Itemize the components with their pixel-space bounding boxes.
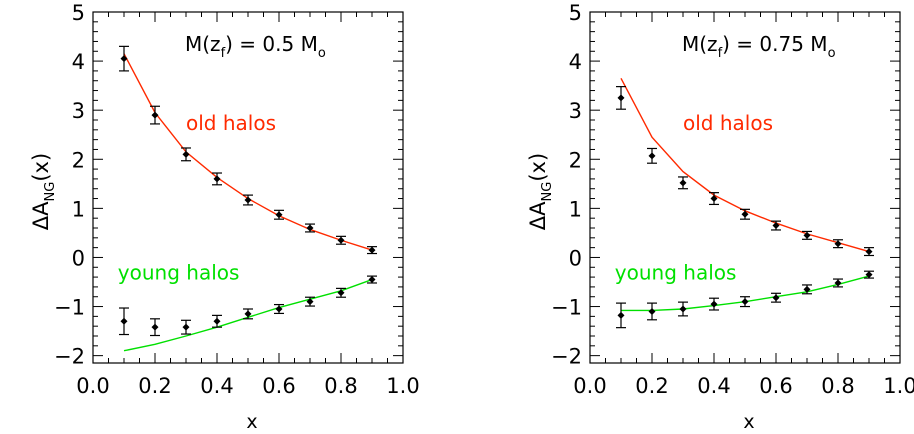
data-point (679, 179, 687, 187)
mass-annotation-part-0: M(z (682, 32, 718, 56)
y-axis-label-sub: NG (43, 182, 58, 202)
mass-annotation-part-2: ) = 0.75 M (722, 32, 827, 56)
x-tick-label: 0.8 (821, 374, 854, 398)
y-tick-label: 0 (569, 246, 582, 270)
y-axis-label-tail: (x) (29, 153, 53, 182)
old-halos-curve (123, 53, 373, 251)
data-point (803, 231, 811, 239)
x-tick-label: 1.0 (386, 374, 419, 398)
mass-annotation: M(zf) = 0.5 Mo (185, 32, 326, 61)
y-tick-label: 2 (569, 148, 582, 172)
data-point (213, 175, 221, 183)
y-tick-label: 4 (72, 50, 85, 74)
data-point (337, 289, 345, 297)
data-point (865, 248, 873, 256)
mass-annotation-part-0: M(z (185, 32, 221, 56)
y-tick-label: 5 (72, 1, 85, 25)
mass-annotation-part-1: f (718, 46, 723, 61)
data-point (741, 298, 749, 306)
x-tick-label: 0.4 (697, 374, 730, 398)
x-tick-label: 0.0 (573, 374, 606, 398)
data-point (803, 285, 811, 293)
data-point (368, 246, 376, 254)
data-point (834, 240, 842, 248)
y-tick-label: −2 (551, 345, 582, 369)
x-tick-label: 0.6 (759, 374, 792, 398)
y-tick-label: 3 (72, 99, 85, 123)
x-tick-label: 0.4 (200, 374, 233, 398)
data-point (244, 196, 252, 204)
y-axis-label-base: ΔA (29, 201, 53, 230)
young-halos-label: young halos (118, 261, 240, 285)
data-point (710, 195, 718, 203)
x-tick-label: 1.0 (883, 374, 914, 398)
data-point (151, 323, 159, 331)
data-point (151, 111, 159, 119)
data-point (182, 323, 190, 331)
y-tick-label: 5 (569, 1, 582, 25)
data-point (648, 307, 656, 315)
mass-annotation-part-1: f (221, 46, 226, 61)
data-point (306, 224, 314, 232)
data-point (617, 311, 625, 319)
data-point (306, 298, 314, 306)
y-axis-label: ΔANG(x) (526, 153, 555, 230)
old-halos-curve (620, 77, 870, 253)
x-tick-label: 0.8 (324, 374, 357, 398)
y-axis-label-sub: NG (540, 182, 555, 202)
data-point (275, 211, 283, 219)
data-point (213, 317, 221, 325)
data-point (679, 305, 687, 313)
y-tick-label: 1 (569, 197, 582, 221)
mass-annotation-part-3: o (828, 46, 836, 61)
data-point (741, 210, 749, 218)
data-point (865, 271, 873, 279)
x-tick-label: 0.0 (76, 374, 109, 398)
young-halos-label: young halos (615, 261, 737, 285)
old-halos-label: old halos (186, 111, 276, 135)
y-axis-label-tail: (x) (526, 153, 550, 182)
mass-annotation-part-3: o (318, 46, 326, 61)
y-tick-label: 3 (569, 99, 582, 123)
data-point (244, 310, 252, 318)
y-tick-label: 4 (569, 50, 582, 74)
data-point (772, 222, 780, 230)
y-tick-label: 2 (72, 148, 85, 172)
mass-annotation: M(zf) = 0.75 Mo (682, 32, 836, 61)
y-tick-label: 0 (72, 246, 85, 270)
data-point (120, 317, 128, 325)
data-point (337, 236, 345, 244)
data-point (617, 94, 625, 102)
old-halos-label: old halos (683, 111, 773, 135)
left-panel: 0.0 0.2 0.4 0.6 0.8 1.0 −2 −1 0 1 2 3 4 5 x ΔANG(x) M(zf… (29, 1, 420, 433)
x-tick-label: 0.2 (138, 374, 171, 398)
right-panel: 0.0 0.2 0.4 0.6 0.8 1.0 −2 −1 0 1 2 3 4 5 x ΔANG(x) M(zf… (526, 1, 914, 433)
data-point (834, 279, 842, 287)
y-tick-label: 1 (72, 197, 85, 221)
data-point (710, 300, 718, 308)
data-point (648, 152, 656, 160)
x-axis-label: x (246, 411, 257, 433)
mass-annotation-part-2: ) = 0.5 M (225, 32, 318, 56)
y-tick-label: −1 (54, 296, 85, 320)
x-tick-label: 0.6 (262, 374, 295, 398)
y-tick-label: −1 (551, 296, 582, 320)
y-axis-label: ΔANG(x) (29, 153, 58, 230)
data-point (368, 276, 376, 284)
data-point (772, 294, 780, 302)
data-point (182, 150, 190, 158)
x-tick-label: 0.2 (635, 374, 668, 398)
data-point (275, 305, 283, 313)
y-tick-label: −2 (54, 345, 85, 369)
y-axis-label-base: ΔA (526, 201, 550, 230)
data-point (120, 55, 128, 63)
x-axis-label: x (743, 411, 754, 433)
